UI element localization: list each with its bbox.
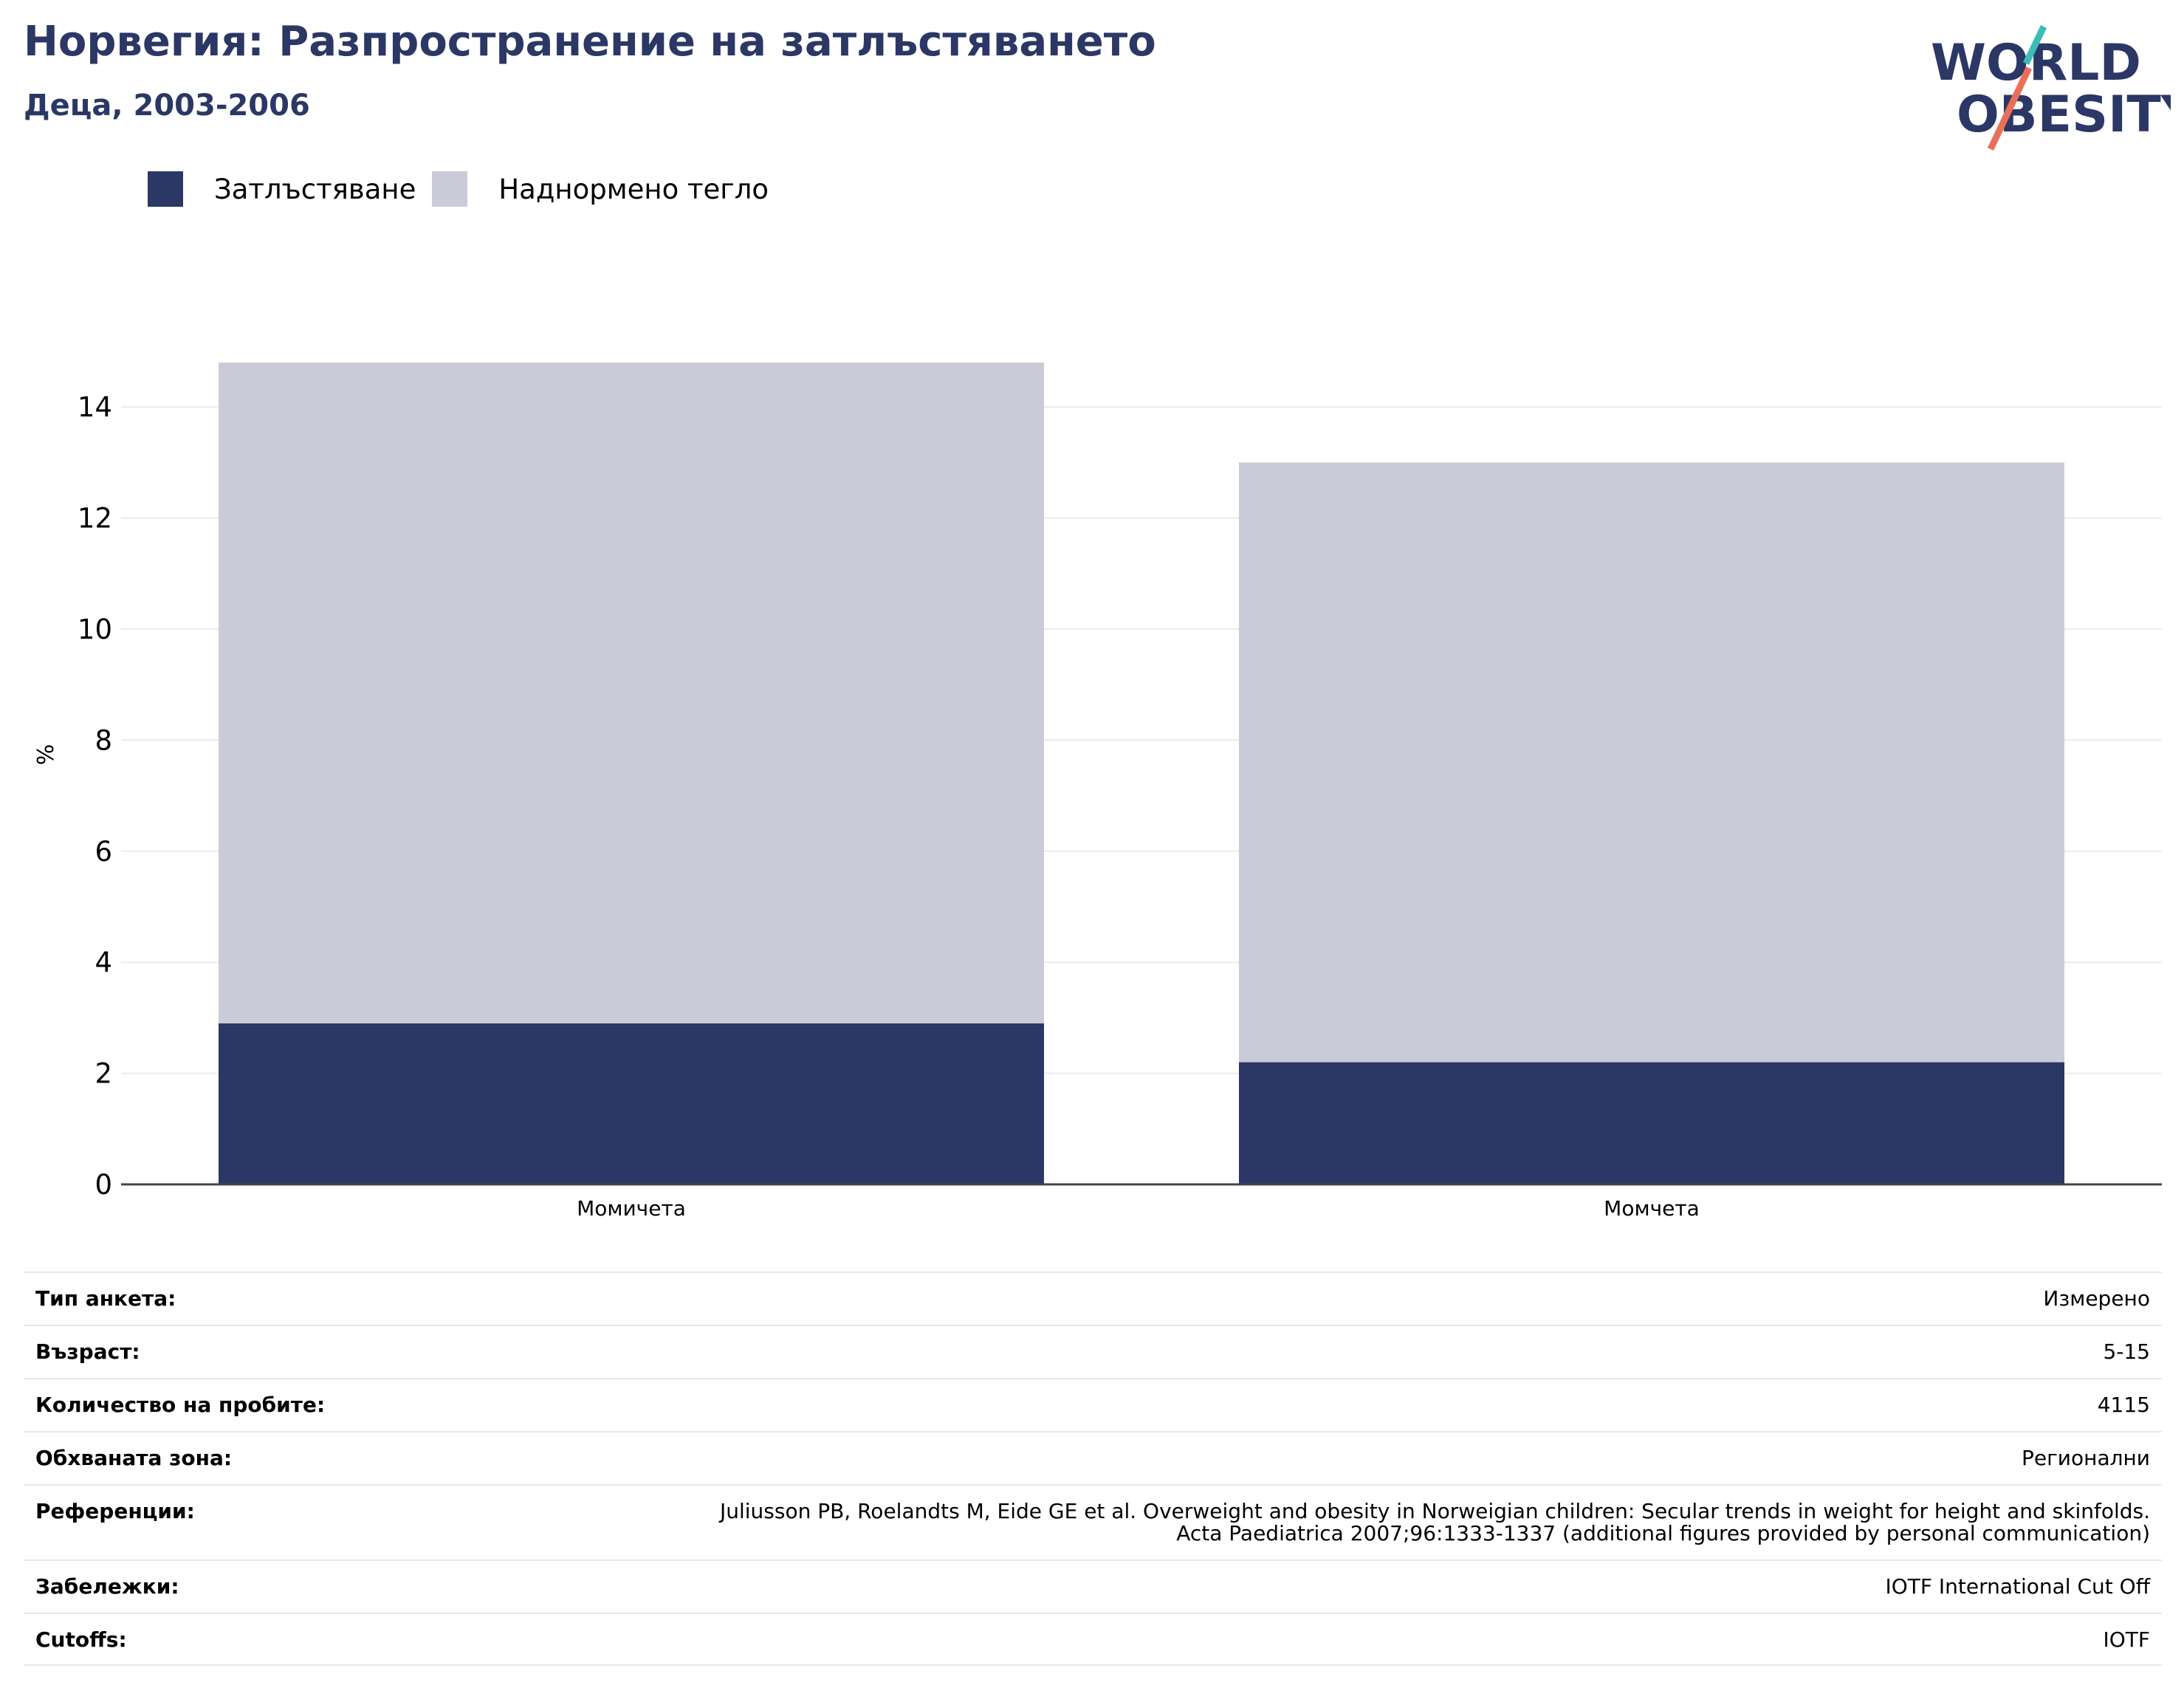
x-tick-label: Момчета bbox=[1604, 1196, 1700, 1221]
info-label: Обхваната зона: bbox=[35, 1446, 233, 1470]
y-tick-label: 10 bbox=[78, 614, 112, 645]
info-label: Забележки: bbox=[35, 1574, 179, 1599]
chart-title: Норвегия: Разпространение на затлъстяван… bbox=[24, 18, 1156, 66]
chart-subtitle: Деца, 2003-2006 bbox=[24, 89, 310, 123]
info-value: 4115 bbox=[2097, 1393, 2150, 1417]
info-label: Възраст: bbox=[35, 1339, 140, 1364]
info-label: Количество на пробите: bbox=[35, 1393, 326, 1417]
logo-slash-teal-icon bbox=[2022, 25, 2047, 65]
info-row: Забележки: IOTF International Cut Off bbox=[24, 1559, 2162, 1613]
legend-swatch-obesity bbox=[148, 171, 183, 207]
info-value: IOTF bbox=[2103, 1627, 2150, 1652]
y-tick-label: 8 bbox=[95, 724, 112, 756]
world-obesity-logo: WORLD OBESITY bbox=[1931, 25, 2171, 151]
legend-item-obesity[interactable]: Затлъстяване bbox=[148, 171, 416, 207]
info-row: Количество на пробите: 4115 bbox=[24, 1378, 2162, 1431]
y-tick-label: 6 bbox=[95, 836, 112, 868]
info-value: 5-15 bbox=[2103, 1339, 2150, 1364]
bar-obesity bbox=[219, 1023, 1044, 1184]
info-label: Тип анкета: bbox=[35, 1286, 176, 1311]
legend-swatch-overweight bbox=[432, 171, 468, 207]
survey-info-table: Тип анкета: Измерено Възраст: 5-15 Количеств… bbox=[24, 1272, 2162, 1666]
info-row: Тип анкета: Измерено bbox=[24, 1272, 2162, 1325]
bar-overweight bbox=[1239, 462, 2064, 1063]
logo-text-obesity: OBESITY bbox=[1957, 86, 2171, 144]
bar-overweight bbox=[219, 363, 1044, 1023]
info-label: Референции: bbox=[35, 1499, 195, 1523]
logo-slash-coral-icon bbox=[1987, 66, 2033, 151]
info-value: Регионални bbox=[2021, 1446, 2150, 1470]
y-tick-label: 12 bbox=[78, 503, 112, 535]
x-tick-label: Момичета bbox=[577, 1196, 686, 1221]
legend-item-overweight[interactable]: Наднормено тегло bbox=[432, 171, 769, 207]
info-label: Cutoffs: bbox=[35, 1627, 127, 1652]
chart-legend: Затлъстяване Наднормено тегло bbox=[148, 168, 785, 210]
stacked-bar-chart: 0 2 4 6 8 10 12 14% Момичета Момчета bbox=[33, 363, 2162, 1221]
info-value: Измерено bbox=[2043, 1286, 2150, 1311]
y-tick-label: 2 bbox=[95, 1058, 112, 1090]
y-tick-label: 4 bbox=[95, 947, 112, 978]
legend-label-obesity: Затлъстяване bbox=[214, 173, 416, 205]
info-value: IOTF International Cut Off bbox=[1885, 1574, 2150, 1599]
info-row: Обхваната зона: Регионални bbox=[24, 1431, 2162, 1484]
y-tick-label: 0 bbox=[95, 1169, 112, 1201]
info-row: Cutoffs: IOTF bbox=[24, 1613, 2162, 1666]
y-axis-label: % bbox=[33, 744, 59, 766]
info-row: Възраст: 5-15 bbox=[24, 1325, 2162, 1378]
bar-obesity bbox=[1239, 1062, 2064, 1184]
info-row: Референции: Juliusson PB, Roelandts M, Ei… bbox=[24, 1484, 2162, 1559]
info-value: Juliusson PB, Roelandts M, Eide GE et al… bbox=[719, 1499, 2150, 1545]
legend-label-overweight: Наднормено тегло bbox=[498, 173, 769, 205]
y-tick-label: 14 bbox=[78, 391, 112, 423]
